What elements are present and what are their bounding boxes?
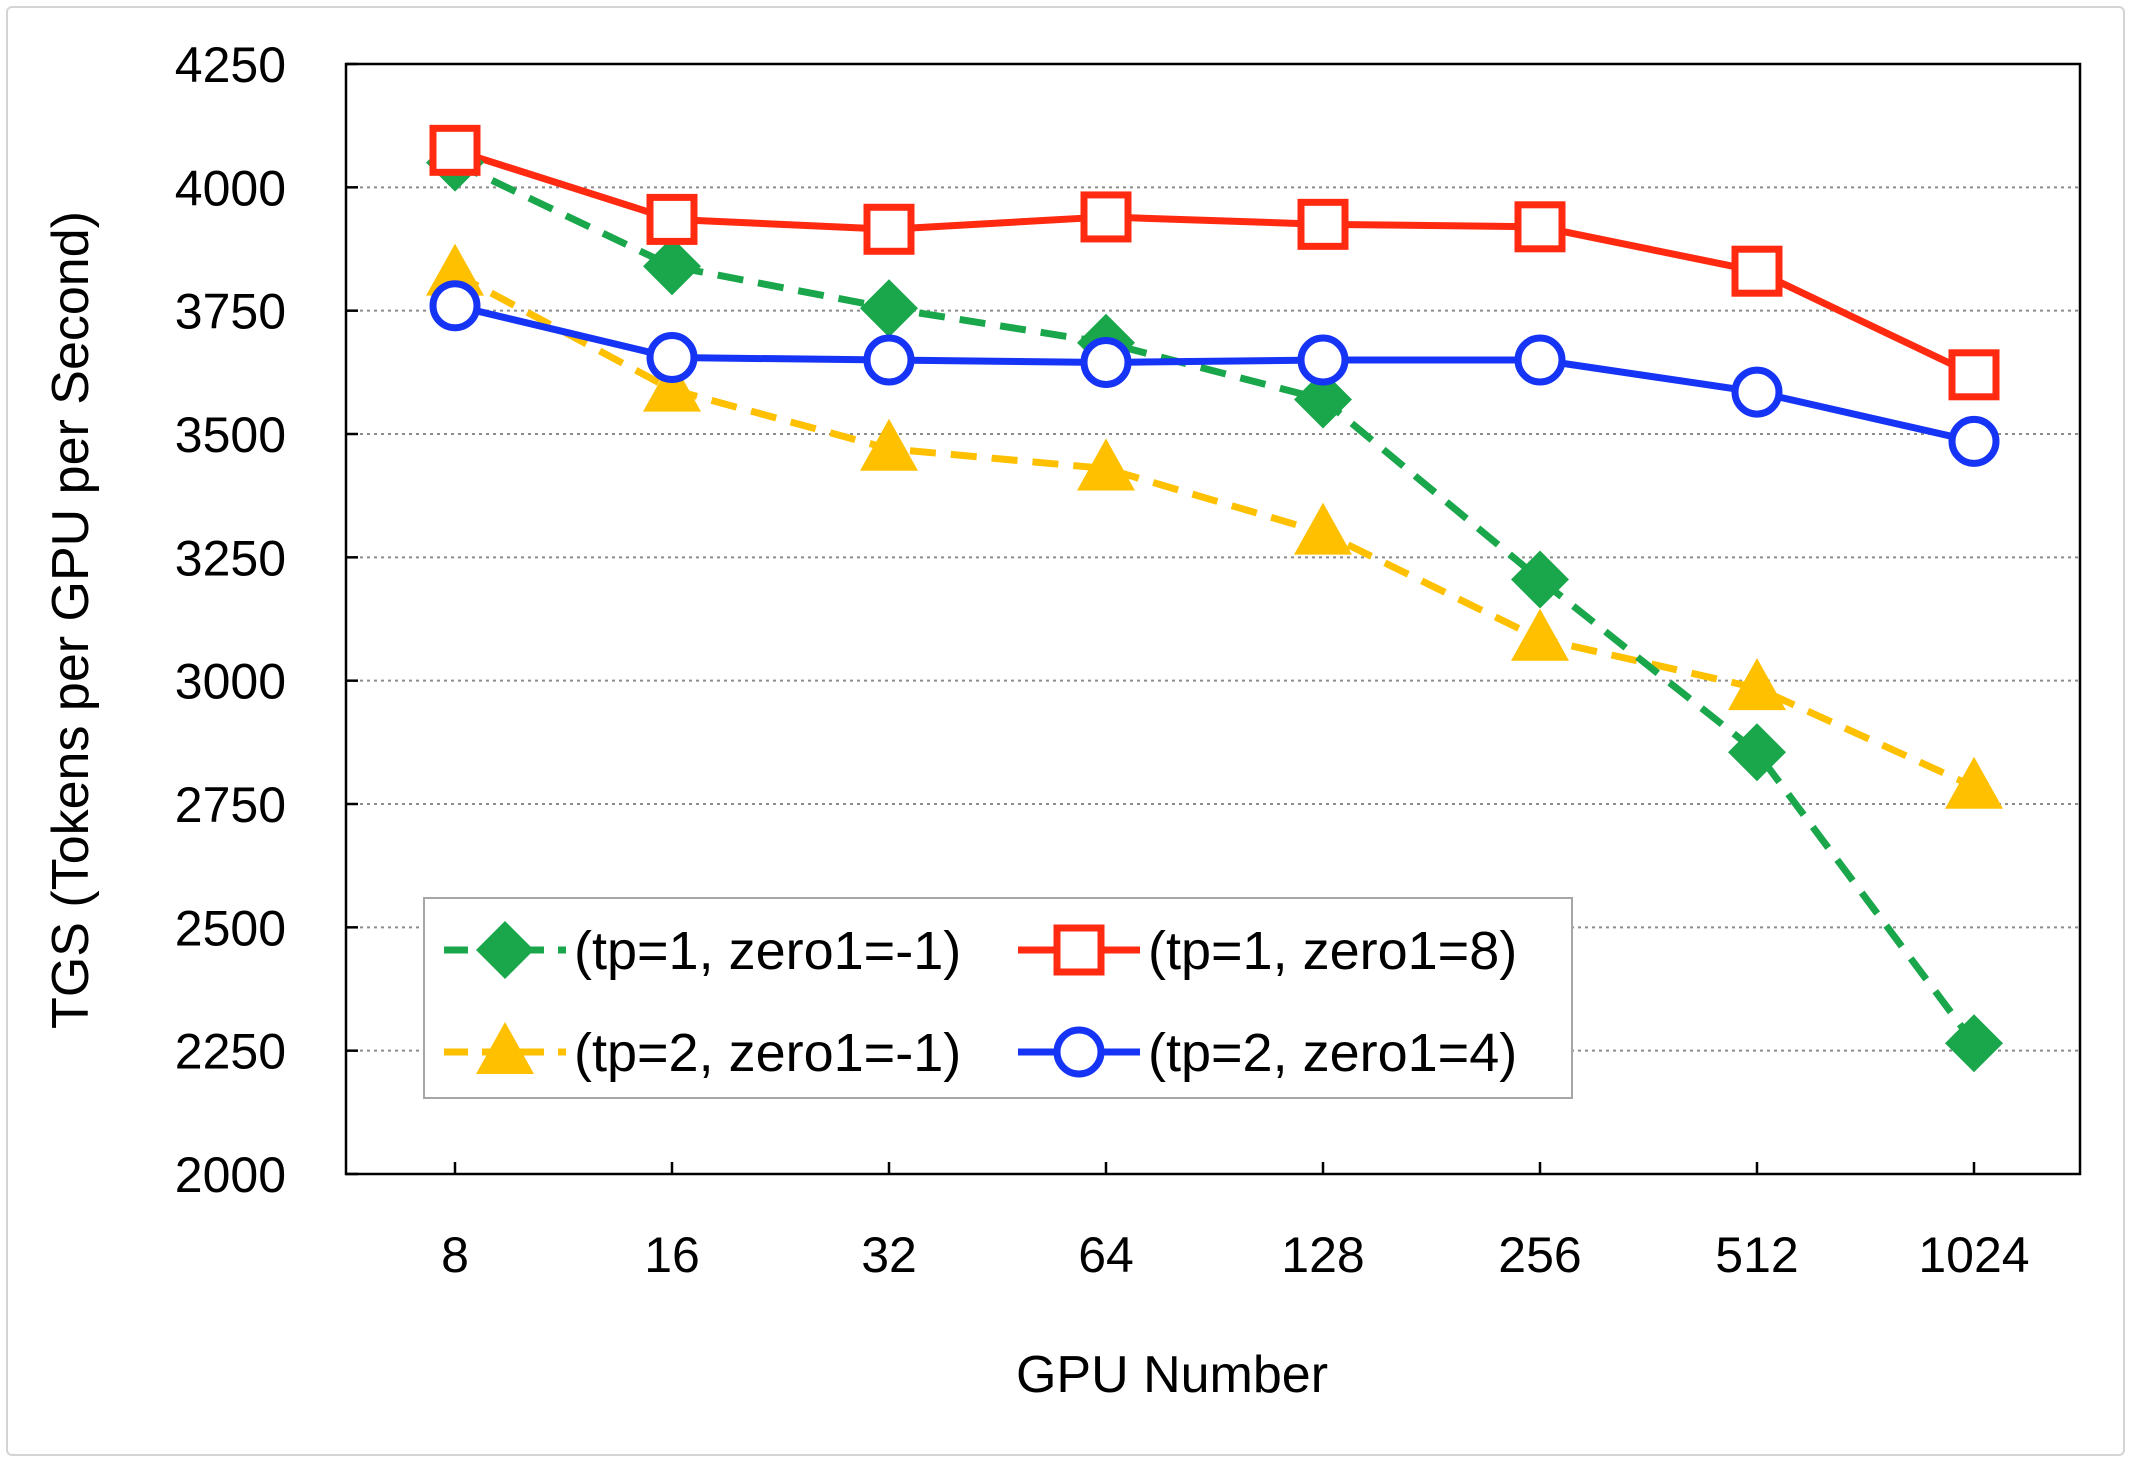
series-marker-group [429, 280, 2000, 467]
data-point [429, 124, 481, 176]
data-point [1514, 334, 1566, 386]
data-point [1731, 245, 1783, 297]
y-tick-label: 3750 [175, 284, 286, 340]
series-line [453, 159, 1977, 1046]
legend-label: (tp=1, zero1=-1) [574, 921, 961, 981]
y-tick-label: 2750 [175, 777, 286, 833]
data-point [646, 332, 698, 384]
data-point [1294, 370, 1352, 429]
legend-label: (tp=2, zero1=-1) [574, 1023, 961, 1083]
y-tick-label: 2000 [175, 1147, 286, 1203]
legend: (tp=1, zero1=-1) (tp=1, zero1=8) (tp=2, ze… [423, 897, 1573, 1099]
y-tick-label: 4000 [175, 160, 286, 216]
data-point [1297, 198, 1349, 250]
y-tick-label: 4250 [175, 37, 286, 93]
y-tick-label: 2500 [175, 900, 286, 956]
x-tick-label: 16 [644, 1227, 700, 1283]
x-tick-label: 32 [861, 1227, 917, 1283]
x-tick-label: 1024 [1918, 1227, 2029, 1283]
data-point [860, 279, 918, 338]
data-point [1514, 201, 1566, 253]
legend-label: (tp=1, zero1=8) [1148, 921, 1517, 981]
legend-swatch-marker [476, 921, 534, 979]
series-line [453, 146, 1976, 378]
legend-swatch-marker [1053, 1026, 1105, 1078]
data-point [1945, 1014, 2003, 1073]
data-point [643, 237, 701, 296]
x-axis-title: GPU Number [1016, 1346, 1328, 1404]
legend-item: (tp=1, zero1=8) [1018, 921, 1517, 981]
data-point [1080, 191, 1132, 243]
legend-label: (tp=2, zero1=4) [1148, 1023, 1517, 1083]
legend-item: (tp=2, zero1=4) [1018, 1023, 1517, 1083]
data-point [1511, 608, 1569, 661]
x-tick-label: 512 [1715, 1227, 1798, 1283]
legend-swatch-marker [476, 1022, 534, 1074]
data-point [1297, 334, 1349, 386]
data-point [1077, 438, 1135, 491]
legend-item: (tp=1, zero1=-1) [444, 921, 961, 981]
plot-area [344, 62, 2082, 1176]
x-tick-label: 8 [441, 1227, 469, 1283]
series-lines [453, 146, 1977, 1046]
data-point [426, 243, 484, 296]
y-tick-label: 3500 [175, 407, 286, 463]
y-axis-title: TGS (Tokens per GPU per Second) [42, 211, 100, 1029]
series-line [453, 270, 1976, 790]
legend-items: (tp=1, zero1=-1) (tp=1, zero1=8) (tp=2, ze… [444, 921, 1517, 1083]
series-line [454, 302, 1975, 445]
data-point [863, 203, 915, 255]
data-point [1731, 366, 1783, 418]
data-point [646, 193, 698, 245]
legend-item: (tp=2, zero1=-1) [444, 1022, 961, 1083]
data-point [1294, 502, 1352, 555]
data-point [1728, 723, 1786, 782]
data-point [1728, 658, 1786, 711]
series-marker-group [426, 243, 2003, 809]
y-tick-label: 3000 [175, 654, 286, 710]
x-tick-label: 128 [1281, 1227, 1364, 1283]
y-axis-ticks: 2000 2250 2500 2750 3000 3250 3500 3750 4000 4250 [175, 37, 358, 1203]
legend-swatch-marker [1053, 924, 1105, 976]
data-point [643, 359, 701, 412]
y-tick-label: 3250 [175, 530, 286, 586]
data-point [860, 418, 918, 471]
x-tick-label: 256 [1498, 1227, 1581, 1283]
data-point [863, 334, 915, 386]
data-point [1948, 349, 2000, 401]
legend-box [423, 897, 1573, 1099]
y-tick-label: 2250 [175, 1024, 286, 1080]
data-point [1945, 756, 2003, 809]
data-point [1080, 336, 1132, 388]
data-point [429, 280, 481, 332]
data-point [1948, 415, 2000, 467]
data-point [1511, 550, 1569, 609]
x-axis-ticks: 8 16 32 64 128 256 512 1024 [441, 1162, 2030, 1283]
series-marker-group [429, 124, 2000, 401]
x-tick-label: 64 [1078, 1227, 1134, 1283]
series-markers [426, 124, 2003, 1073]
